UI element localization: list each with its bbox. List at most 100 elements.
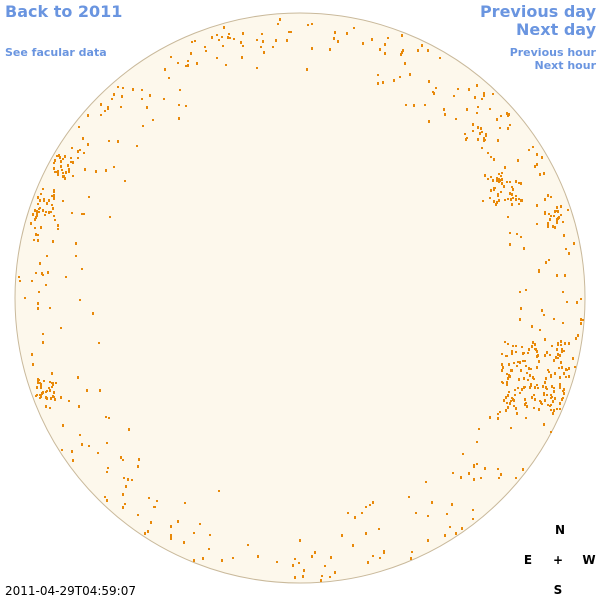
facular-point (562, 221, 564, 223)
facular-point (39, 199, 41, 202)
facular-point (39, 394, 41, 396)
facular-point (514, 394, 516, 396)
facular-point (481, 131, 483, 133)
facular-point (402, 49, 404, 52)
facular-point (49, 381, 51, 383)
facular-point (99, 389, 101, 392)
facular-point (547, 369, 549, 371)
facular-point (574, 366, 576, 368)
facular-point (472, 518, 474, 520)
facular-point (498, 181, 500, 183)
facular-point (533, 407, 535, 409)
facular-point (152, 119, 154, 121)
facular-point (146, 106, 148, 109)
facular-point (563, 392, 565, 395)
previous-day-link[interactable]: Previous day (480, 2, 597, 21)
facular-point (485, 133, 487, 135)
facular-point (190, 52, 192, 55)
facular-point (507, 406, 509, 409)
facular-point (506, 181, 508, 183)
back-link[interactable]: Back to 2011 (5, 2, 122, 21)
facular-point (142, 125, 144, 127)
facular-point (530, 384, 532, 387)
facular-point (494, 187, 496, 189)
facular-point (404, 62, 406, 65)
facular-point (382, 81, 384, 84)
facular-point (113, 166, 115, 168)
facular-point (178, 117, 180, 120)
facular-point (536, 153, 538, 156)
facular-point (216, 34, 218, 36)
facular-point (179, 89, 181, 91)
facular-point (177, 520, 179, 523)
timestamp: 2011-04-29T04:59:07 (5, 584, 136, 598)
facular-point (362, 42, 364, 45)
facular-point (560, 340, 562, 343)
facular-point (409, 73, 411, 76)
next-hour-link[interactable]: Next hour (535, 59, 597, 72)
facular-link[interactable]: See facular data (5, 46, 107, 59)
facular-point (528, 368, 530, 370)
facular-point (156, 500, 158, 502)
facular-point (51, 386, 53, 388)
facular-point (379, 48, 381, 51)
facular-point (37, 239, 39, 242)
facular-point (513, 362, 515, 364)
facular-point (408, 496, 410, 498)
facular-point (124, 180, 126, 182)
facular-point (529, 386, 531, 389)
facular-point (532, 341, 534, 344)
facular-point (36, 212, 38, 214)
facular-point (229, 37, 231, 39)
facular-point (77, 150, 79, 153)
facular-point (136, 145, 138, 147)
facular-point (137, 465, 139, 468)
facular-point (53, 189, 55, 192)
facular-point (37, 381, 39, 384)
facular-point (51, 372, 53, 375)
facular-point (521, 346, 523, 348)
facular-point (519, 392, 521, 394)
next-day-link[interactable]: Next day (516, 20, 597, 39)
facular-point (536, 204, 538, 207)
facular-point (564, 274, 566, 277)
facular-point (170, 525, 172, 528)
facular-point (337, 40, 339, 43)
facular-point (107, 107, 109, 110)
facular-point (519, 318, 521, 321)
previous-hour-link[interactable]: Previous hour (510, 46, 597, 59)
facular-point (517, 387, 519, 389)
facular-point (117, 86, 119, 88)
facular-point (580, 298, 582, 300)
facular-point (477, 106, 479, 108)
facular-point (547, 224, 549, 227)
facular-point (311, 47, 313, 50)
facular-point (53, 194, 55, 197)
facular-point (509, 124, 511, 126)
facular-point (565, 368, 567, 371)
facular-point (168, 77, 170, 79)
facular-point (31, 280, 33, 282)
facular-point (127, 478, 129, 481)
facular-point (361, 512, 363, 514)
facular-point (104, 110, 106, 112)
facular-point (369, 504, 371, 506)
facular-point (218, 39, 220, 41)
facular-point (455, 532, 457, 535)
facular-point (294, 558, 296, 560)
facular-point (552, 412, 554, 415)
facular-point (546, 351, 548, 354)
facular-point (511, 369, 513, 372)
facular-point (473, 464, 475, 466)
facular-point (106, 471, 108, 473)
facular-point (37, 302, 39, 305)
facular-point (122, 506, 124, 509)
facular-point (520, 369, 522, 372)
facular-point (60, 396, 62, 399)
facular-point (522, 468, 524, 471)
facular-point (558, 367, 560, 369)
facular-point (111, 98, 113, 100)
facular-point (205, 50, 207, 52)
facular-point (83, 152, 85, 154)
